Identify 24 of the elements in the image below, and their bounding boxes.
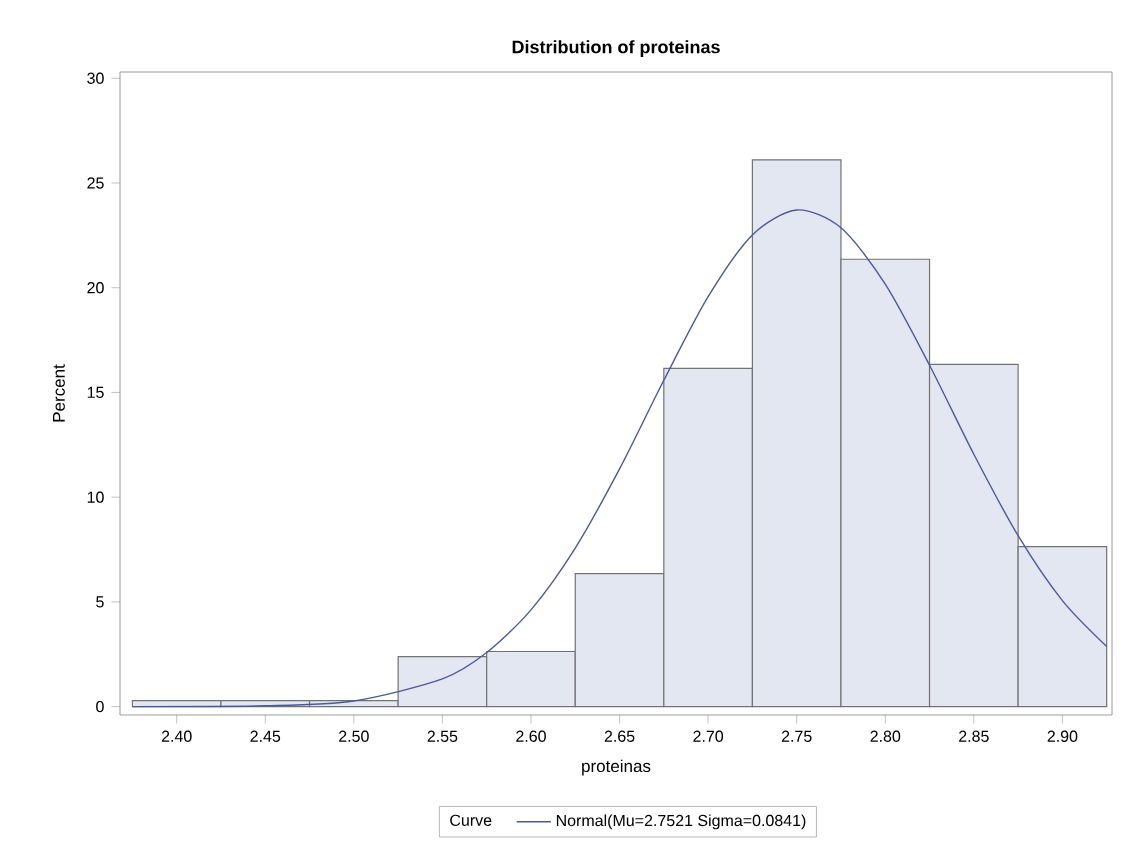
legend-title: Curve: [450, 814, 492, 826]
legend-label: Normal(Mu=2.7521 Sigma=0.0841): [556, 814, 806, 830]
y-tick-label: 15: [87, 386, 104, 399]
y-tick-label: 25: [87, 177, 104, 189]
x-tick-label: 2.50: [339, 730, 369, 742]
x-axis-title: proteinas: [582, 759, 651, 776]
y-axis-title: Percent: [53, 364, 65, 422]
y-tick-label: 20: [87, 282, 104, 294]
x-tick-label: 2.80: [870, 730, 901, 742]
y-tick-label: 10: [87, 491, 104, 503]
y-tick-label: 5: [96, 596, 104, 608]
x-tick-label: 2.55: [427, 730, 458, 742]
y-tick-label: 30: [87, 72, 104, 84]
x-tick-label: 2.70: [693, 730, 724, 742]
x-tick-label: 2.90: [1047, 730, 1078, 742]
x-tick-label: 2.75: [781, 730, 812, 742]
x-tick-label: 2.40: [161, 730, 192, 742]
y-tick-label: 0: [96, 700, 104, 713]
chart-title: Distribution of proteinas: [512, 40, 720, 57]
x-tick-label: 2.65: [604, 730, 635, 742]
x-tick-label: 2.45: [250, 730, 281, 742]
x-tick-label: 2.85: [959, 730, 989, 742]
x-tick-label: 2.60: [516, 730, 546, 742]
line-series: [131, 209, 1108, 708]
